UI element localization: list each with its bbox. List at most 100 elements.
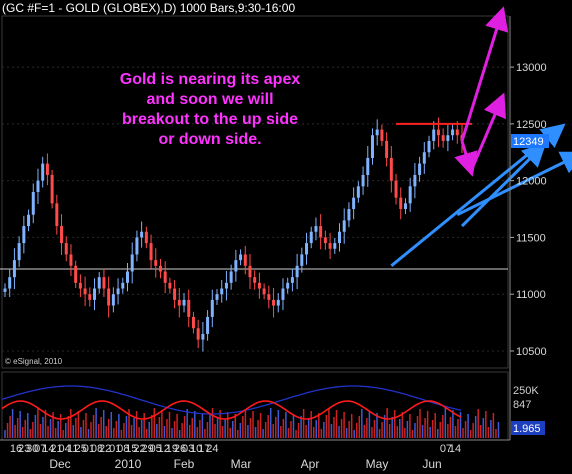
watermark: © eSignal, 2010 (5, 357, 63, 366)
candle-body (290, 277, 294, 283)
candle-body (111, 294, 115, 306)
y-tick-label: 10500 (516, 346, 547, 358)
osc-tick-label: 1.965 (513, 423, 541, 435)
x-day-label: 30 (26, 443, 38, 455)
candle-body (64, 243, 68, 255)
candle-body (432, 129, 436, 141)
candle-body (83, 288, 87, 295)
x-day-label: 19 (166, 443, 178, 455)
candle-body (314, 226, 318, 232)
candle-body (375, 129, 379, 136)
x-month-label: Feb (174, 457, 195, 471)
osc-tick-label: 847 (513, 399, 531, 411)
x-day-label: 12 (158, 443, 170, 455)
breakout-arrow-2 (454, 140, 478, 177)
candle-body (201, 333, 205, 340)
candle-body (323, 237, 327, 244)
candle-body (60, 226, 64, 244)
candle-body (441, 135, 445, 141)
candle-body (366, 157, 370, 175)
candle-body (239, 254, 243, 261)
x-day-label: 08 (117, 443, 129, 455)
candle-body (399, 197, 403, 210)
trend-line-2 (460, 142, 547, 228)
y-tick-label: 11000 (516, 289, 546, 301)
x-day-label: 14 (449, 443, 461, 455)
x-day-label: 22 (99, 443, 111, 455)
price-panel (0, 15, 509, 369)
candle-body (144, 231, 148, 244)
candle-body (342, 220, 346, 232)
candles (3, 117, 464, 352)
x-month-label: Mar (231, 457, 252, 471)
candle-body (78, 282, 82, 289)
candle-body (168, 282, 172, 289)
candle-body (427, 140, 431, 153)
candle-body (36, 180, 40, 192)
price-axis: 10500 11000 11500 12000 12500 13000 12349 (509, 16, 549, 440)
candle-body (352, 197, 356, 210)
x-month-label: 2010 (115, 457, 142, 471)
x-month-label: Apr (301, 457, 320, 471)
x-day-label: 05 (150, 443, 162, 455)
candle-body (257, 282, 261, 289)
candle-body (206, 316, 210, 334)
oscillator-fast-line (1, 400, 462, 420)
candle-body (210, 299, 214, 317)
candle-body (158, 265, 162, 272)
candle-body (413, 174, 417, 187)
annotation-line-1: Gold is nearing its apex (120, 71, 301, 88)
candle-body (22, 226, 26, 244)
candle-body (229, 271, 233, 283)
candle-body (276, 299, 280, 306)
candle-body (267, 294, 271, 300)
x-day-label: 11 (67, 443, 78, 455)
x-day-label: 01 (83, 443, 95, 455)
candle-body (305, 243, 309, 255)
candle-body (370, 135, 374, 158)
x-day-label: 16 (10, 443, 22, 455)
candle-body (45, 163, 49, 175)
candle-body (196, 328, 200, 340)
candle-body (418, 163, 422, 175)
candle-body (8, 277, 12, 289)
osc-current-box (511, 421, 545, 435)
x-month-label: May (366, 457, 389, 471)
candle-body (154, 260, 158, 266)
candle-body (191, 316, 195, 329)
x-month-label: Jun (422, 457, 441, 471)
candle-body (220, 288, 224, 295)
candle-body (295, 265, 299, 278)
candle-body (41, 163, 45, 181)
candle-body (163, 271, 167, 283)
candle-body (338, 231, 342, 244)
last-price-box (511, 134, 549, 149)
candle-body (380, 129, 384, 141)
candle-body (102, 277, 106, 289)
candle-body (88, 294, 92, 300)
candle-body (224, 282, 228, 289)
x-month-label: Dec (49, 457, 70, 471)
x-day-label: 17 (198, 443, 210, 455)
candle-body (422, 152, 426, 164)
candle-body (253, 277, 257, 283)
candle-body (328, 243, 332, 249)
x-day-label: 01 (109, 443, 121, 455)
candle-body (12, 260, 16, 278)
x-day-label: 14 (42, 443, 54, 455)
candle-body (333, 243, 337, 249)
candle-body (272, 299, 276, 306)
annotation-line-3: breakout to the up side (122, 111, 298, 128)
x-day-label: 10 (190, 443, 202, 455)
y-tick-label: 12500 (516, 119, 547, 131)
candle-body (177, 299, 181, 306)
candle-body (27, 214, 31, 227)
candle-body (107, 288, 111, 306)
candle-body (347, 209, 351, 221)
x-day-label: 26 (174, 443, 186, 455)
x-day-label: 22 (133, 443, 145, 455)
candle-body (31, 192, 35, 215)
x-day-label: 25 (75, 443, 87, 455)
